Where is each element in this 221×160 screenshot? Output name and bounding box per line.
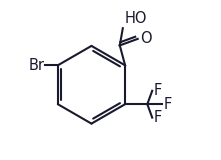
Text: F: F [154, 110, 162, 125]
Text: O: O [140, 31, 152, 46]
Text: HO: HO [124, 11, 147, 26]
Text: Br: Br [28, 58, 44, 73]
Text: F: F [154, 83, 162, 98]
Text: F: F [163, 97, 171, 112]
